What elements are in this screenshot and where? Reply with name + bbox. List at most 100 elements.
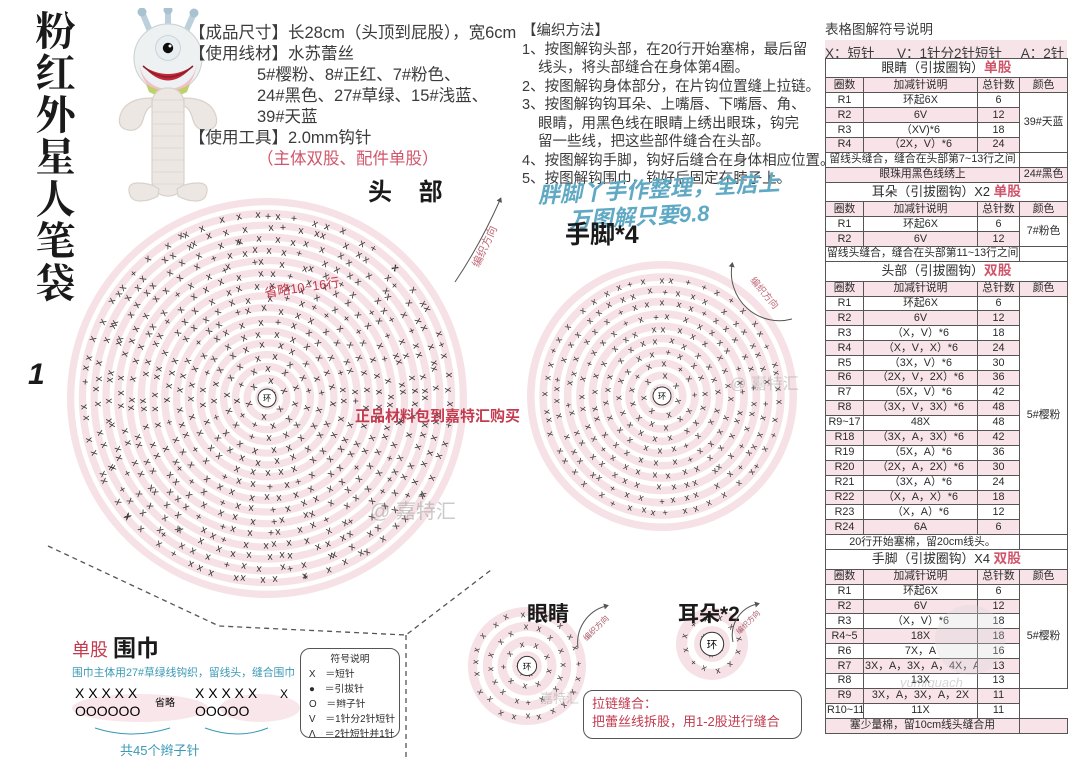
svg-text:x: x — [648, 418, 657, 430]
svg-text:x: x — [610, 439, 621, 450]
svg-text:+: + — [661, 287, 669, 299]
svg-text:x: x — [545, 361, 557, 369]
svg-text:x: x — [725, 659, 735, 670]
svg-text:x: x — [176, 256, 188, 269]
svg-text:x: x — [267, 395, 280, 403]
svg-text:x: x — [283, 503, 292, 516]
svg-text:x: x — [677, 325, 683, 337]
svg-text:x: x — [174, 304, 187, 316]
svg-text:x: x — [151, 421, 164, 429]
svg-text:x: x — [341, 239, 351, 252]
svg-text:+: + — [294, 475, 303, 488]
svg-text:x: x — [224, 372, 237, 384]
svg-text:x: x — [283, 479, 290, 492]
svg-text:x: x — [725, 396, 736, 402]
svg-text:x: x — [153, 330, 166, 341]
svg-text:x: x — [313, 430, 326, 441]
svg-text:x: x — [644, 361, 654, 373]
svg-text:x: x — [169, 476, 182, 488]
svg-text:+: + — [269, 503, 277, 516]
svg-text:x: x — [627, 400, 639, 408]
svg-text:x: x — [752, 351, 764, 360]
svg-text:x: x — [125, 336, 138, 345]
svg-text:x: x — [631, 302, 639, 314]
svg-text:x: x — [352, 309, 365, 321]
svg-text:x: x — [559, 456, 571, 466]
svg-text:x: x — [388, 467, 401, 478]
svg-text:x: x — [344, 339, 357, 351]
svg-text:环: 环 — [658, 391, 666, 402]
svg-text:x: x — [123, 495, 136, 507]
svg-text:x: x — [284, 442, 294, 455]
svg-text:编织方向: 编织方向 — [734, 608, 762, 636]
svg-text:x: x — [626, 386, 638, 393]
svg-text:x: x — [353, 473, 366, 486]
svg-text:x: x — [319, 229, 328, 242]
svg-text:x: x — [285, 537, 293, 550]
svg-text:x: x — [262, 540, 268, 552]
svg-text:x: x — [597, 338, 609, 349]
svg-text:x: x — [623, 489, 631, 501]
svg-text:x: x — [675, 288, 680, 299]
svg-text:x: x — [633, 412, 644, 423]
svg-text:x: x — [117, 281, 130, 293]
svg-text:x: x — [325, 468, 337, 481]
svg-text:x: x — [485, 666, 495, 671]
svg-text:x: x — [571, 428, 583, 437]
svg-text:x: x — [207, 529, 218, 542]
svg-text:x: x — [425, 342, 438, 352]
svg-text:x: x — [134, 342, 147, 352]
svg-text:x: x — [194, 249, 205, 262]
svg-text:x: x — [519, 639, 526, 650]
svg-text:x: x — [697, 405, 709, 412]
svg-text:x: x — [270, 538, 277, 551]
svg-text:x: x — [624, 420, 636, 430]
svg-text:x: x — [250, 444, 260, 457]
svg-text:+: + — [734, 461, 746, 473]
svg-text:x: x — [104, 462, 117, 472]
svg-text:x: x — [311, 493, 321, 506]
svg-text:x: x — [203, 324, 216, 337]
svg-text:x: x — [188, 363, 201, 374]
svg-text:x: x — [294, 309, 304, 322]
svg-text:x: x — [520, 609, 526, 620]
svg-text:+: + — [344, 515, 356, 528]
svg-text:x: x — [577, 406, 588, 412]
svg-text:x: x — [211, 332, 223, 345]
svg-text:+: + — [265, 211, 272, 223]
svg-text:x: x — [112, 338, 125, 347]
svg-text:x: x — [245, 294, 252, 307]
svg-text:x: x — [485, 650, 496, 658]
svg-text:+: + — [267, 480, 274, 492]
svg-text:x: x — [320, 257, 331, 270]
svg-text:+: + — [270, 515, 277, 527]
svg-text:x: x — [637, 492, 645, 504]
svg-text:x: x — [387, 440, 400, 451]
svg-text:x: x — [313, 227, 321, 240]
svg-text:x: x — [169, 434, 182, 445]
svg-text:x: x — [471, 646, 482, 653]
svg-text:x: x — [265, 362, 273, 375]
svg-text:x: x — [424, 449, 437, 458]
svg-text:x: x — [655, 396, 664, 408]
svg-text:+: + — [685, 453, 695, 465]
svg-text:x: x — [433, 330, 446, 339]
svg-text:x: x — [274, 526, 281, 538]
svg-text:x: x — [277, 466, 284, 478]
svg-text:x: x — [207, 295, 218, 308]
svg-text:x: x — [625, 434, 636, 446]
svg-text:x: x — [181, 228, 192, 241]
svg-text:x: x — [377, 533, 388, 546]
svg-text:x: x — [198, 498, 209, 511]
svg-text:x: x — [224, 443, 236, 456]
svg-text:x: x — [129, 323, 142, 334]
svg-text:+: + — [219, 532, 230, 545]
svg-text:x: x — [634, 466, 641, 478]
svg-text:+: + — [608, 497, 618, 510]
svg-text:x: x — [86, 333, 99, 344]
svg-text:x: x — [297, 373, 310, 384]
svg-text:x: x — [641, 504, 647, 515]
svg-text:x: x — [187, 544, 198, 557]
svg-text:x: x — [275, 234, 282, 246]
svg-text:x: x — [126, 396, 139, 403]
